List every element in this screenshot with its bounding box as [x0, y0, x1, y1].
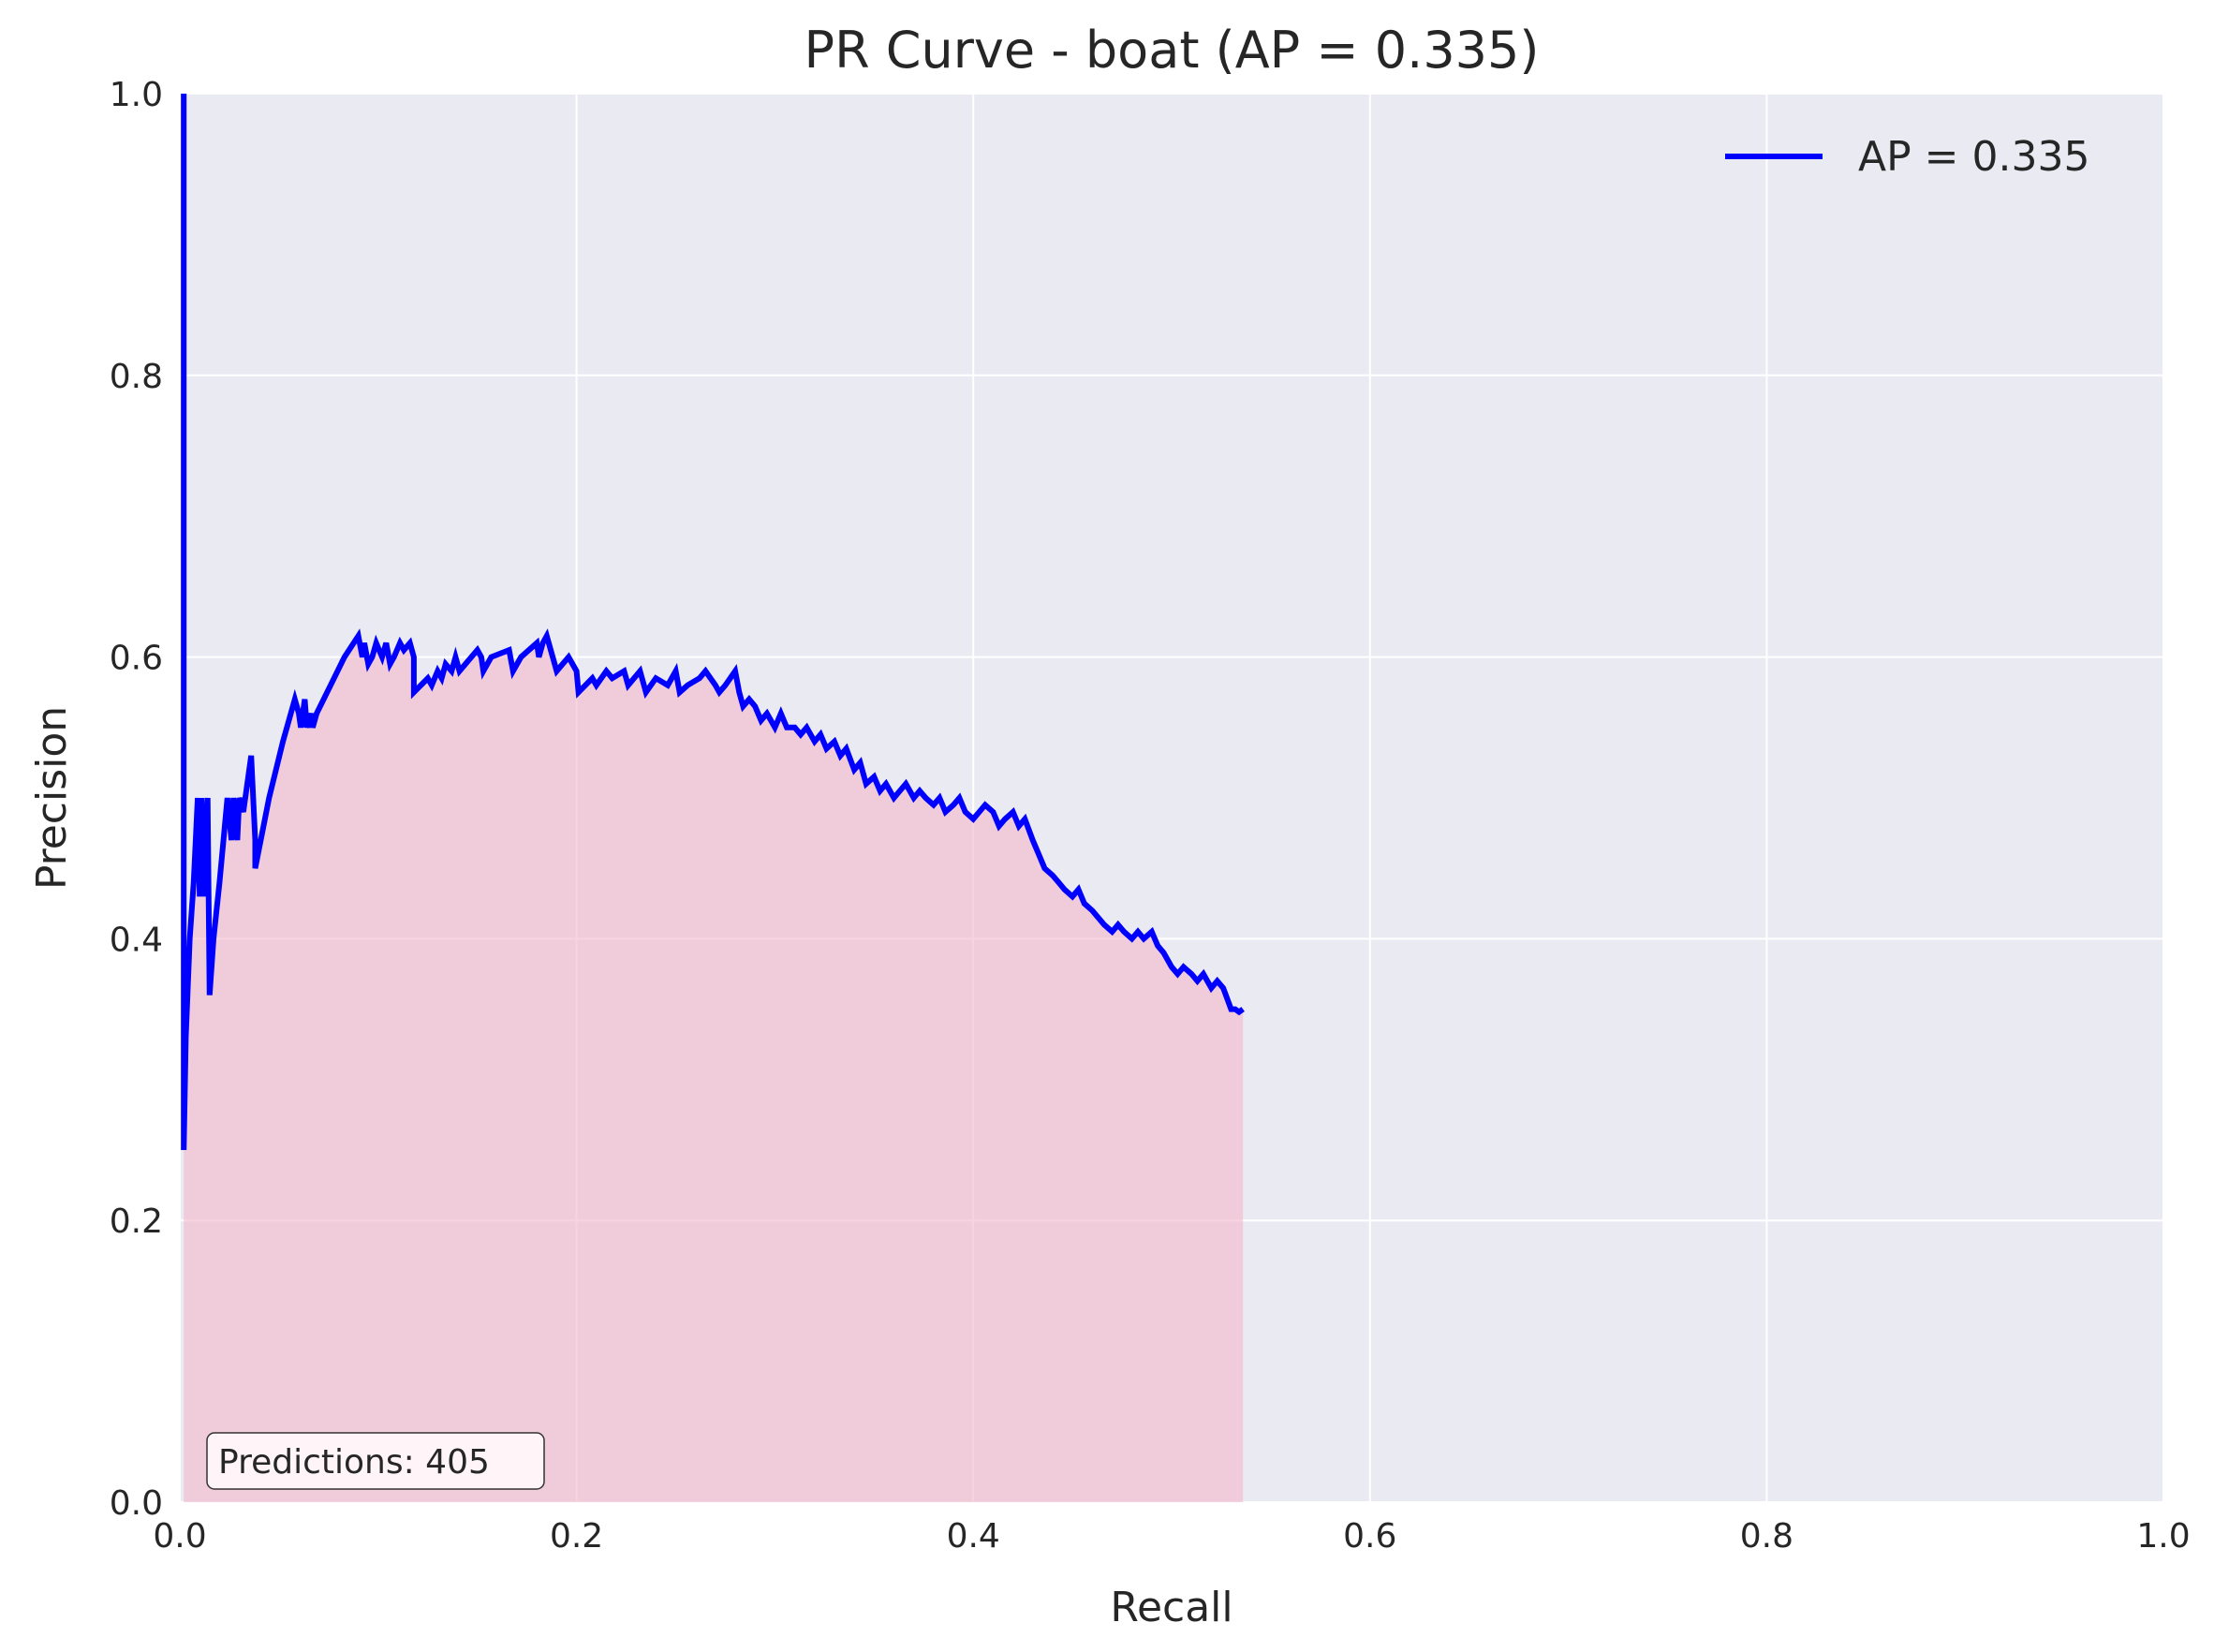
chart-title: PR Curve - boat (AP = 0.335) [804, 21, 1540, 80]
y-tick-label: 0.4 [110, 921, 163, 959]
y-tick-label: 1.0 [110, 76, 163, 114]
y-tick-label: 0.2 [110, 1202, 163, 1241]
annotation-box [206, 1432, 545, 1490]
y-tick-label: 0.0 [110, 1484, 163, 1523]
x-tick-label: 0.8 [1740, 1517, 1793, 1556]
predictions-annotation: Predictions: 405 [206, 1432, 545, 1490]
legend-entry-label: AP = 0.335 [1858, 133, 2089, 181]
y-tick-label: 0.6 [110, 640, 163, 678]
legend: AP = 0.335 [1725, 133, 2089, 181]
x-tick-label: 1.0 [2136, 1517, 2190, 1556]
annotation-text: Predictions: 405 [218, 1443, 490, 1482]
area-under-curve [184, 94, 1244, 1502]
x-tick-label: 0.6 [1343, 1517, 1396, 1556]
x-axis-label: Recall [1110, 1584, 1232, 1631]
y-axis-label: Precision [28, 706, 76, 890]
x-axis-ticks: 0.0 0.2 0.4 0.6 0.8 1.0 [153, 1517, 2190, 1556]
y-tick-label: 0.8 [110, 358, 163, 396]
x-tick-label: 0.4 [947, 1517, 1000, 1556]
x-tick-label: 0.2 [550, 1517, 603, 1556]
x-tick-label: 0.0 [153, 1517, 206, 1556]
pr-curve-line [181, 94, 1245, 1151]
y-axis-ticks: 0.0 0.2 0.4 0.6 0.8 1.0 [110, 76, 163, 1523]
